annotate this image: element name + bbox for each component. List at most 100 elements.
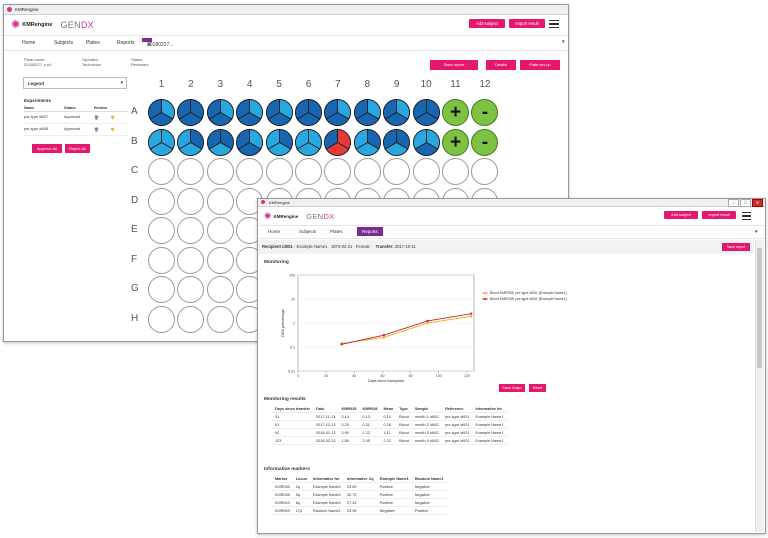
plate-well[interactable] [148,246,175,274]
plate-well[interactable] [148,217,175,244]
reject-all-button[interactable]: Reject All [65,144,90,153]
plate-well[interactable] [177,217,205,244]
add-subject-button[interactable]: Add subject [664,211,698,219]
thumbs-down-icon[interactable]: 👎 [110,128,115,132]
plate-well[interactable] [206,187,234,215]
plate-well[interactable] [206,246,234,274]
table-row[interactable]: 61 2017-12-13 0.25 0.31 0.28 Blood month-2 id0… [272,420,507,429]
table-row[interactable]: KMR059 17p Random Name1 29.05 Negative Positi… [272,506,447,515]
plate-well[interactable] [236,99,264,126]
plate-well[interactable] [412,99,440,126]
nav-plates[interactable]: Plates [330,229,343,234]
plate-well[interactable] [206,217,234,244]
plate-well[interactable] [177,99,205,126]
plate-well[interactable] [383,128,411,156]
window-titlebar[interactable]: KMRengine – □ ✕ [258,199,765,207]
plate-well[interactable] [206,305,234,333]
plate-well[interactable] [236,158,264,185]
trash-icon[interactable]: 🗑 [94,116,99,120]
plate-well[interactable] [324,99,352,126]
plate-well[interactable] [148,276,175,303]
plate-well[interactable] [265,128,293,156]
nav-active-plate-tab[interactable]: 20180227... ⊗ [142,38,173,48]
import-result-button[interactable]: Import result [702,211,736,219]
plate-well[interactable] [148,128,175,156]
plate-well[interactable] [148,158,175,185]
plate-well[interactable] [383,158,411,185]
plate-well[interactable] [265,99,293,126]
maximize-icon[interactable]: □ [740,199,751,207]
add-subject-button[interactable]: Add subject [469,19,505,28]
nav-subjects[interactable]: Subjects [299,229,317,234]
import-result-button[interactable]: Import result [509,19,545,28]
plate-well[interactable] [295,158,322,185]
table-cell: Random Name1 [309,506,345,515]
plate-setup-button[interactable]: Plate set-up [520,60,560,70]
plate-well[interactable] [295,128,322,156]
scrollbar[interactable] [755,240,764,532]
close-tab-icon[interactable]: ⊗ [147,42,152,48]
reset-button[interactable]: Reset [529,384,546,392]
plate-well[interactable]: + [442,128,469,156]
plate-well[interactable] [412,158,440,185]
plate-well[interactable] [177,128,205,156]
plate-well[interactable] [177,276,205,303]
plate-well[interactable] [177,158,205,185]
nav-reports[interactable]: Reports [117,40,135,46]
plate-well[interactable] [442,158,469,185]
plate-well[interactable]: + [442,99,469,126]
nav-plates[interactable]: Plates [86,40,100,46]
minimize-icon[interactable]: – [728,199,739,207]
plate-well[interactable] [383,99,411,126]
save-report-button[interactable]: Save report [722,243,750,251]
plate-well[interactable] [206,99,234,126]
window-titlebar[interactable]: KMRengine [4,5,568,15]
plate-well[interactable] [295,99,322,126]
save-report-button[interactable]: Save report [430,60,478,70]
save-graph-button[interactable]: Save Graph [499,384,525,392]
details-button[interactable]: Details [486,60,516,70]
plate-well[interactable] [206,128,234,156]
plate-well[interactable] [148,99,175,126]
plate-well[interactable] [353,158,381,185]
table-row[interactable]: KMR044 6q Example Name1 27.42 Positive Negati… [272,498,447,507]
plate-well[interactable] [236,128,264,156]
plate-well[interactable] [324,158,352,185]
menu-icon[interactable] [549,20,559,30]
plate-well[interactable] [353,128,381,156]
chevron-down-icon[interactable]: ▾ [562,39,565,45]
plate-well[interactable] [148,305,175,333]
plate-well[interactable] [148,187,175,215]
approve-all-button[interactable]: Approve All [32,144,62,153]
plate-well[interactable]: - [471,128,499,156]
nav-reports[interactable]: Reports [357,227,383,236]
trash-icon[interactable]: 🗑 [94,128,99,132]
table-row[interactable]: 123 2018-02-13 1.89 2.45 2.22 Blood month-4 id… [272,436,507,445]
plate-well[interactable] [177,305,205,333]
plate-well[interactable] [177,246,205,274]
close-icon[interactable]: ✕ [752,199,763,207]
thumbs-down-icon[interactable]: 👎 [110,116,115,120]
plate-well[interactable] [471,158,499,185]
menu-icon[interactable] [742,212,751,222]
plate-well[interactable] [206,158,234,185]
plate-well[interactable] [353,99,381,126]
nav-home[interactable]: Home [22,40,36,46]
scrollbar-thumb[interactable] [757,248,762,368]
plate-well[interactable] [177,187,205,215]
nav-subjects[interactable]: Subjects [54,40,74,46]
table-row[interactable]: 92 2018-01-13 0.99 1.22 1.11 Blood month-3 id0… [272,428,507,437]
table-row[interactable]: 31 2017-11-13 0.14 0.13 0.14 Blood month-1 id0… [272,412,507,421]
table-row[interactable]: KMR035 2q Example Name1 29.60 Positive Negati… [272,482,447,491]
table-row[interactable]: KMR038 5q Example Name1 30.70 Positive Negati… [272,490,447,499]
plate-well[interactable]: - [471,99,499,126]
plate-well[interactable] [265,158,293,185]
experiment-row[interactable]: pre-type id008 Approved 🗑 👎 [24,124,128,136]
legend-select[interactable]: Legend ▾ [23,77,127,89]
plate-well[interactable] [206,276,234,303]
plate-well[interactable] [412,128,440,156]
chevron-down-icon[interactable]: ▾ [755,229,758,235]
nav-home[interactable]: Home [268,229,281,234]
plate-well[interactable] [324,128,352,156]
experiment-row[interactable]: pre-type id007 Approved 🗑 👎 [24,112,128,124]
